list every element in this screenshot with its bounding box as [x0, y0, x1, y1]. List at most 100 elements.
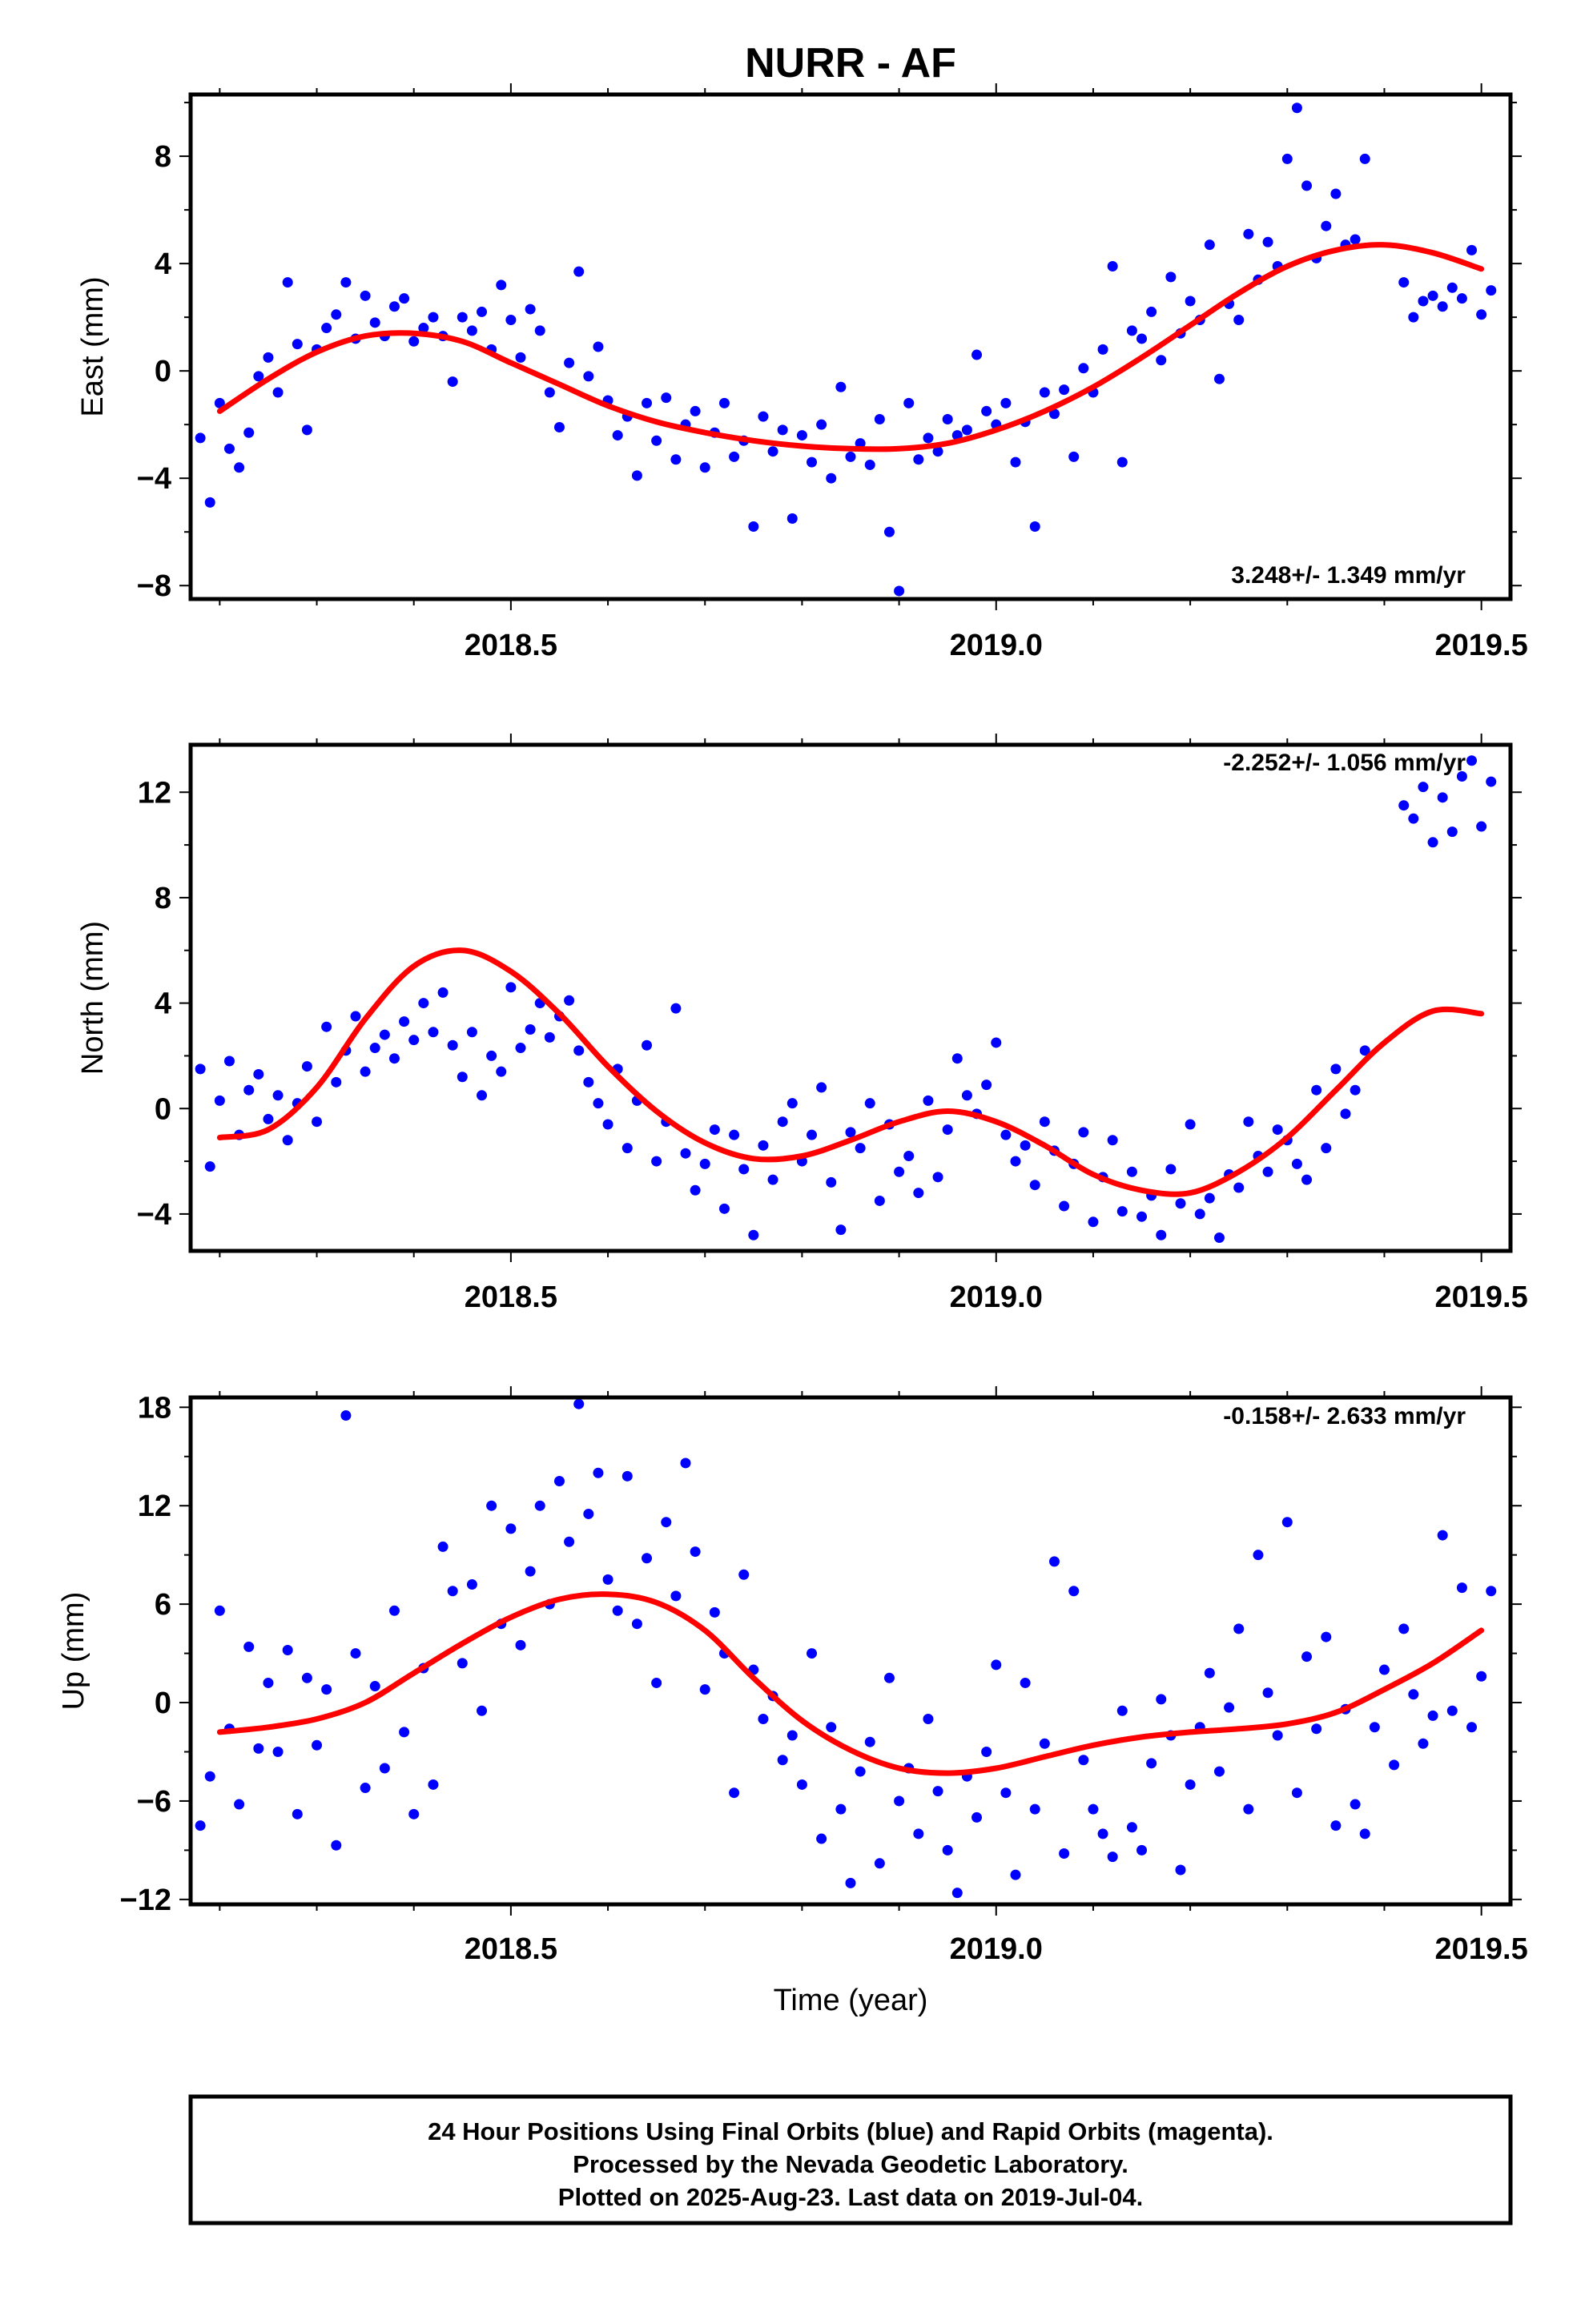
data-point	[807, 1648, 818, 1659]
data-point	[496, 279, 507, 291]
data-point	[573, 1398, 585, 1409]
y-axis-label: East (mm)	[76, 276, 110, 416]
data-point	[758, 411, 769, 422]
x-tick-label: 2019.0	[950, 1281, 1043, 1314]
footer-line-1: 24 Hour Positions Using Final Orbits (bl…	[428, 2117, 1273, 2145]
data-point	[1272, 1730, 1283, 1741]
data-point	[1446, 826, 1458, 838]
data-point	[292, 1808, 303, 1819]
data-point	[738, 1164, 750, 1175]
data-point	[553, 1475, 565, 1486]
data-point	[447, 376, 458, 388]
data-point	[321, 1021, 332, 1032]
data-point	[758, 1714, 769, 1725]
data-point	[408, 1808, 420, 1819]
data-point	[1165, 1164, 1177, 1175]
data-point	[525, 304, 536, 315]
data-point	[1039, 387, 1050, 398]
data-point	[1456, 1582, 1467, 1594]
data-point	[661, 392, 672, 404]
data-point	[855, 1766, 866, 1777]
data-point	[1398, 1623, 1410, 1634]
data-point	[1291, 103, 1302, 114]
data-point	[981, 405, 992, 416]
up-panel: −12 −6 0 6 12 18 2018.5 2019.0 2019.5 Up (mm) -0.1…	[57, 1386, 1528, 1966]
data-point	[845, 1127, 856, 1138]
data-point	[874, 1858, 885, 1869]
data-point	[515, 1043, 526, 1054]
data-point	[913, 1828, 924, 1839]
data-point	[573, 266, 585, 277]
data-point	[234, 1799, 245, 1810]
data-point	[1029, 1803, 1040, 1815]
data-point	[1048, 408, 1060, 420]
data-points	[195, 103, 1497, 597]
data-point	[661, 1517, 672, 1528]
data-point	[312, 1116, 323, 1128]
data-point	[1476, 309, 1487, 320]
data-point	[1097, 344, 1108, 355]
data-point	[1204, 1667, 1215, 1679]
data-point	[758, 1140, 769, 1151]
data-point	[1486, 285, 1497, 296]
data-point	[767, 446, 778, 457]
data-point	[1233, 314, 1245, 325]
data-point	[301, 1672, 312, 1683]
data-point	[1136, 333, 1148, 344]
data-point	[1156, 1229, 1167, 1240]
data-point	[651, 1677, 662, 1688]
data-point	[312, 1739, 323, 1751]
data-point	[379, 1029, 390, 1040]
x-tick-label: 2019.5	[1435, 629, 1528, 662]
data-point	[486, 1500, 497, 1511]
data-point	[272, 387, 284, 398]
plot-frame	[188, 742, 1513, 1253]
data-point	[1359, 1828, 1370, 1839]
data-point	[718, 397, 730, 408]
data-point	[1010, 1156, 1021, 1167]
data-point	[466, 325, 477, 336]
data-point	[1350, 1084, 1361, 1096]
data-point	[1476, 1671, 1487, 1682]
data-point	[408, 336, 420, 347]
data-point	[1097, 1828, 1108, 1839]
data-point	[525, 1566, 536, 1577]
data-point	[466, 1027, 477, 1038]
data-point	[1224, 1702, 1235, 1713]
data-point	[282, 1644, 293, 1655]
fit-curve	[216, 947, 1485, 1197]
y-tick-label: 6	[155, 1588, 171, 1622]
data-point	[913, 454, 924, 465]
data-point	[972, 349, 983, 360]
data-point	[360, 1066, 371, 1077]
data-point	[1107, 1135, 1118, 1146]
data-point	[835, 381, 847, 392]
data-point	[1253, 1550, 1264, 1561]
y-tick-label: 0	[155, 355, 171, 388]
data-point	[622, 1470, 633, 1482]
data-point	[991, 1037, 1002, 1048]
y-axis-label: North (mm)	[76, 921, 110, 1075]
data-point	[1068, 451, 1080, 462]
data-point	[418, 323, 429, 334]
data-point	[1059, 1200, 1070, 1212]
data-point	[593, 341, 604, 352]
data-point	[961, 424, 972, 436]
footer-line-2: Processed by the Nevada Geodetic Laborat…	[573, 2150, 1128, 2178]
data-point	[1175, 1198, 1186, 1209]
data-point	[1301, 180, 1313, 191]
data-point	[690, 1184, 701, 1196]
data-point	[282, 1135, 293, 1146]
data-point	[447, 1586, 458, 1597]
data-point	[923, 1095, 934, 1106]
data-point	[942, 413, 953, 424]
data-point	[1369, 1722, 1380, 1733]
data-point	[505, 314, 517, 325]
data-point	[331, 1839, 342, 1851]
data-point	[1204, 1192, 1215, 1204]
data-point	[1116, 1206, 1128, 1217]
data-point	[1048, 1556, 1060, 1567]
data-point	[331, 1076, 342, 1088]
data-point	[301, 424, 312, 436]
data-point	[680, 1148, 691, 1159]
